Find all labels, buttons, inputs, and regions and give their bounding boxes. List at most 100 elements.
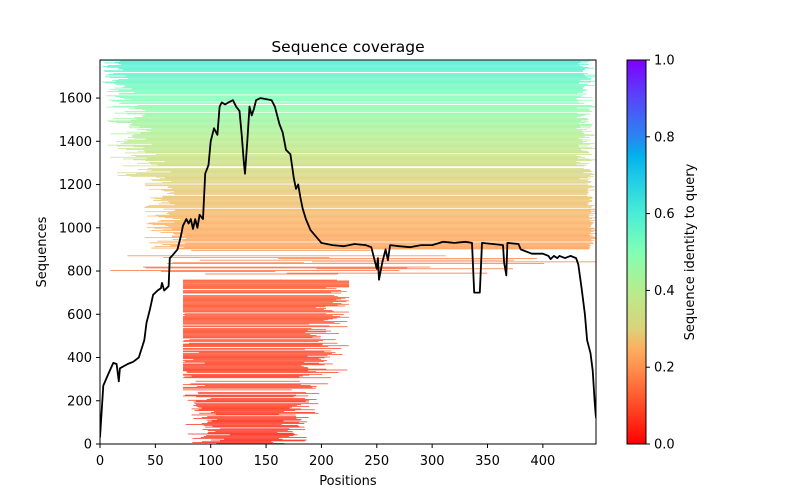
alignment-row (143, 147, 593, 149)
alignment-row (172, 218, 592, 220)
alignment-row (183, 363, 333, 365)
alignment-row (162, 181, 591, 183)
alignment-row (220, 440, 306, 442)
alignment-row (128, 125, 592, 127)
alignment-row (208, 431, 278, 433)
alignment-row (192, 437, 279, 439)
alignment-row (183, 350, 331, 352)
alignment-row (183, 341, 319, 342)
alignment-row (199, 412, 319, 414)
alignment-row (183, 355, 308, 357)
alignment-row (205, 273, 338, 275)
alignment-row (210, 398, 306, 399)
alignment-row (183, 303, 350, 305)
alignment-row (183, 348, 305, 350)
alignment-row (186, 238, 596, 239)
alignment-row (165, 225, 592, 226)
coverage-line-layer (100, 97, 596, 438)
alignment-row (123, 98, 577, 99)
alignment-row (134, 107, 577, 109)
alignment-row (129, 124, 593, 125)
alignment-row (137, 104, 592, 106)
alignment-row (114, 61, 581, 63)
alignment-row (134, 137, 579, 139)
alignment-row (207, 430, 288, 431)
alignment-row (204, 426, 305, 428)
alignment-row (141, 109, 590, 111)
x-axis: 0 50 100 150 200 250 300 350 400 (96, 444, 555, 469)
alignment-row (137, 162, 590, 164)
alignment-row (145, 151, 590, 153)
alignment-row (151, 143, 591, 145)
alignment-row (199, 259, 515, 261)
alignment-row (183, 368, 327, 370)
alignment-row (158, 203, 589, 205)
alignment-row (133, 146, 579, 148)
alignment-row (183, 358, 320, 360)
alignment-row (183, 367, 308, 368)
alignment-row (145, 185, 592, 187)
alignment-row (183, 370, 309, 372)
alignment-row (121, 102, 580, 104)
alignment-row (123, 165, 585, 167)
alignment-row (183, 328, 312, 329)
alignment-row (186, 371, 317, 373)
alignment-row (145, 160, 593, 162)
alignment-row (109, 121, 589, 123)
alignment-row (117, 175, 591, 176)
alignment-row (112, 105, 595, 107)
alignment-row (139, 126, 581, 128)
alignment-row (119, 92, 578, 94)
alignment-row (150, 179, 589, 181)
alignment-row (193, 418, 297, 419)
alignment-row (107, 65, 580, 66)
alignment-row (143, 149, 583, 151)
colorbar-ticks: 0.0 0.2 0.4 0.6 0.8 1.0 (646, 54, 675, 453)
alignment-row (118, 90, 586, 92)
alignment-row (174, 233, 589, 235)
alignment-row (155, 154, 592, 156)
alignment-row (278, 258, 537, 259)
colorbar-tick-label: 0.2 (654, 361, 675, 376)
alignment-row (130, 175, 594, 177)
alignment-row (195, 380, 300, 382)
alignment-row (229, 434, 298, 436)
alignment-row (119, 103, 585, 104)
alignment-row (189, 342, 338, 344)
alignment-row (184, 315, 333, 316)
alignment-row (183, 332, 306, 334)
alignment-row (159, 178, 580, 180)
alignment-row (151, 169, 591, 171)
alignment-row (183, 334, 311, 335)
alignment-row (167, 193, 588, 194)
alignment-row (161, 189, 595, 191)
alignment-row (161, 199, 590, 200)
alignment-row (174, 191, 589, 193)
alignment-row (124, 152, 589, 154)
alignment-row (160, 271, 276, 272)
alignment-row (136, 118, 589, 120)
alignment-row (183, 301, 347, 303)
alignment-row (183, 284, 350, 285)
alignment-row (130, 98, 578, 100)
alignment-row (102, 66, 583, 67)
alignment-row (144, 184, 589, 186)
x-tick-label: 250 (364, 454, 389, 469)
alignment-row (161, 201, 590, 203)
alignment-row (196, 405, 310, 407)
alignment-row (183, 335, 321, 337)
alignment-row (203, 424, 299, 426)
alignment-row (175, 209, 595, 211)
alignment-row (183, 325, 330, 327)
alignment-row (132, 123, 580, 124)
alignment-row (125, 75, 586, 77)
alignment-row (106, 95, 583, 97)
alignment-row (195, 400, 306, 402)
alignment-row (107, 91, 584, 92)
alignment-row (122, 69, 585, 71)
alignment-row (184, 394, 297, 396)
x-tick-label: 300 (420, 454, 445, 469)
alignment-row (120, 143, 595, 144)
alignment-row (150, 163, 577, 165)
alignment-row (155, 176, 588, 178)
